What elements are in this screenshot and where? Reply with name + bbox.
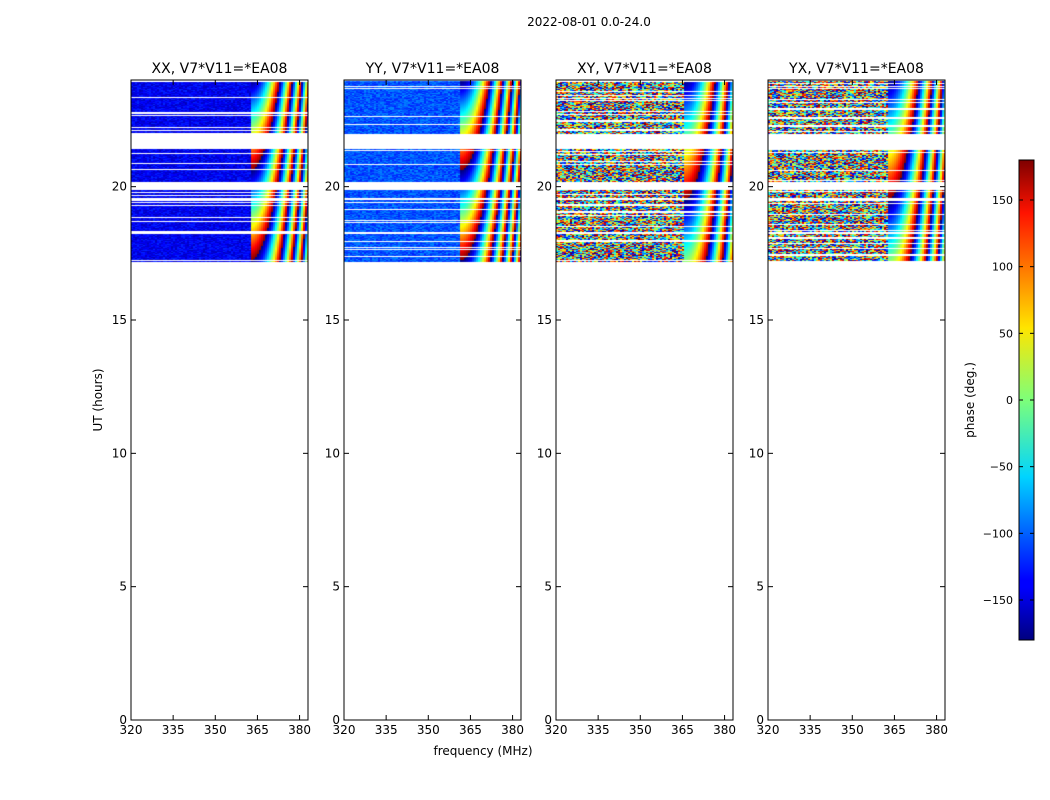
colorbar-tick-label: 0 — [1006, 394, 1013, 407]
x-tick-label: 365 — [459, 723, 482, 737]
x-tick-label: 380 — [288, 723, 311, 737]
x-tick-label: 320 — [120, 723, 143, 737]
x-tick-label: 350 — [629, 723, 652, 737]
y-tick-label: 5 — [756, 580, 764, 594]
x-tick-label: 380 — [501, 723, 524, 737]
x-tick-label: 380 — [925, 723, 948, 737]
y-tick-label: 0 — [756, 713, 764, 727]
phase-raster — [556, 80, 733, 720]
panel-frame — [555, 79, 734, 721]
y-tick-label: 10 — [537, 446, 552, 460]
x-tick-label: 365 — [246, 723, 269, 737]
x-axis-label: frequency (MHz) — [433, 744, 532, 758]
y-axis-label: UT (hours) — [91, 368, 105, 431]
panel-yy: YY, V7*V11=*EA08 320 335 350 365 380 0 5 10 15 20 — [325, 61, 524, 737]
panel-title: YX, V7*V11=*EA08 — [788, 61, 924, 77]
x-tick-label: 350 — [841, 723, 864, 737]
y-tick-label: 15 — [749, 313, 764, 327]
x-tick-label: 335 — [162, 723, 185, 737]
x-tick-label: 350 — [417, 723, 440, 737]
figure-title: 2022-08-01 0.0-24.0 — [527, 15, 651, 29]
colorbar-tick-label: 50 — [999, 327, 1013, 340]
y-tick-label: 5 — [332, 580, 340, 594]
x-tick-label: 320 — [545, 723, 568, 737]
y-tick-label: 15 — [112, 313, 127, 327]
colorbar-tick-label: 150 — [992, 194, 1013, 207]
y-tick-label: 20 — [537, 180, 552, 194]
colorbar-label: phase (deg.) — [963, 362, 977, 438]
colorbar-tick-label: −50 — [990, 461, 1013, 474]
y-tick-label: 15 — [537, 313, 552, 327]
y-tick-label: 0 — [544, 713, 552, 727]
x-tick-label: 320 — [757, 723, 780, 737]
panel-title: YY, V7*V11=*EA08 — [365, 61, 500, 77]
y-tick-label: 10 — [749, 446, 764, 460]
x-tick-label: 335 — [375, 723, 398, 737]
colorbar-tick-label: −150 — [983, 594, 1013, 607]
panel-title: XY, V7*V11=*EA08 — [577, 61, 712, 77]
panel-frame — [130, 79, 309, 721]
phase-raster — [768, 80, 945, 720]
y-tick-label: 10 — [112, 446, 127, 460]
colorbar-tick-label: −100 — [983, 527, 1013, 540]
x-tick-label: 320 — [333, 723, 356, 737]
x-tick-label: 380 — [713, 723, 736, 737]
y-tick-label: 15 — [325, 313, 340, 327]
phase-raster — [344, 80, 521, 720]
colorbar-tick-label: 100 — [992, 261, 1013, 274]
y-tick-label: 5 — [544, 580, 552, 594]
y-tick-label: 5 — [119, 580, 127, 594]
phase-raster — [131, 80, 308, 720]
y-tick-label: 0 — [119, 713, 127, 727]
colorbar: phase (deg.) −150 −100 −50 0 50 100 150 — [963, 159, 1035, 641]
panel-title: XX, V7*V11=*EA08 — [152, 61, 288, 77]
y-tick-label: 0 — [332, 713, 340, 727]
y-tick-label: 20 — [112, 180, 127, 194]
panel-yx: YX, V7*V11=*EA08 320 335 350 365 380 0 5 10 15 20 — [749, 61, 948, 737]
y-tick-label: 10 — [325, 446, 340, 460]
x-tick-label: 335 — [587, 723, 610, 737]
panel-frame — [767, 79, 946, 721]
y-tick-label: 20 — [325, 180, 340, 194]
x-tick-label: 350 — [204, 723, 227, 737]
x-tick-label: 365 — [883, 723, 906, 737]
panel-xy: XY, V7*V11=*EA08 320 335 350 365 380 0 5 10 15 20 — [537, 61, 736, 737]
panel-frame — [343, 79, 522, 721]
y-tick-label: 20 — [749, 180, 764, 194]
x-tick-label: 365 — [671, 723, 694, 737]
x-tick-label: 335 — [799, 723, 822, 737]
panel-xx: XX, V7*V11=*EA08 320 335 350 365 380 0 5 10 15 20 — [112, 61, 311, 737]
